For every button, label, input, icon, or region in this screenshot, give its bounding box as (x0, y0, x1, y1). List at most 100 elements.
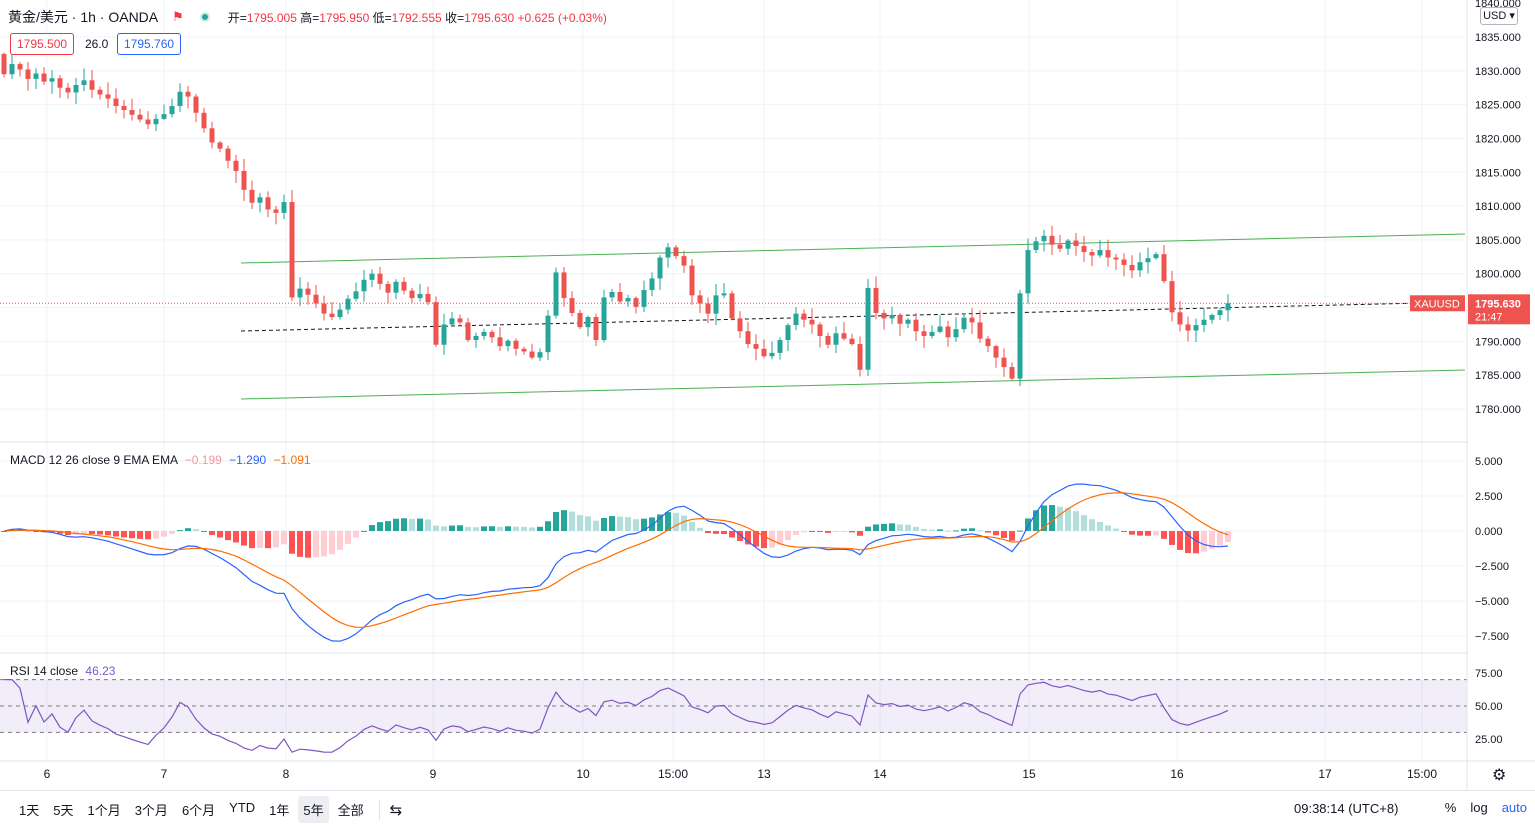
macd-hist-bar (1217, 531, 1223, 546)
timeframe-button[interactable]: 全部 (337, 803, 364, 818)
buy-price-button[interactable]: 1795.760 (117, 33, 182, 55)
candle-body (801, 313, 807, 320)
macd-hist-bar (569, 511, 575, 531)
candle-body (969, 317, 975, 323)
macd-hist-bar (625, 517, 631, 531)
macd-hist-bar (697, 527, 703, 531)
macd-hist-bar (1049, 505, 1055, 531)
price-axis: 1840.000 1835.000 1830.000 1825.000 1820.000… (1410, 0, 1530, 746)
candle-body (689, 265, 695, 296)
time-tick-label: 15:00 (658, 767, 688, 781)
candle-body (929, 331, 935, 336)
timeframe-button[interactable]: 3个月 (134, 803, 168, 818)
log-toggle[interactable]: log (1470, 800, 1488, 815)
macd-pane (1, 483, 1231, 642)
macd-hist-bar (417, 518, 423, 531)
macd-hist-bar (153, 531, 159, 539)
macd-hist-bar (945, 530, 951, 532)
macd-hist-bar (513, 526, 519, 531)
timeframe-button[interactable]: 1天 (19, 803, 40, 818)
macd-hist-bar (1201, 531, 1207, 552)
macd-hist-bar (617, 516, 623, 531)
candle-body (945, 326, 951, 338)
candle-body (321, 303, 327, 314)
candle-body (537, 352, 543, 358)
macd-line-value: −1.290 (229, 453, 267, 467)
compare-range-icon[interactable]: ⇆ (389, 801, 403, 819)
settings-gear-icon[interactable]: ⚙ (1492, 767, 1507, 784)
macd-tick-label: 2.500 (1475, 491, 1503, 503)
macd-legend[interactable]: MACD 12 26 close 9 EMA EMA −0.199 −1.290… (10, 453, 311, 467)
candle-body (1073, 240, 1079, 246)
timeframe-button[interactable]: 1年 (269, 803, 290, 818)
candle-body (185, 91, 191, 97)
symbol-title[interactable]: 黄金/美元 · 1h · OANDA (8, 9, 159, 25)
macd-hist-bar (961, 528, 967, 531)
currency-select[interactable]: USD ▾ (1480, 7, 1518, 25)
candle-body (417, 294, 423, 299)
price-tick-label: 1830.000 (1475, 66, 1521, 78)
candle-body (257, 197, 263, 203)
clock[interactable]: 09:38:14 (UTC+8) (1294, 801, 1399, 816)
candle-body (905, 319, 911, 324)
candle-body (777, 340, 783, 353)
percent-toggle[interactable]: % (1444, 800, 1457, 815)
candle-body (817, 324, 823, 336)
rsi-tick-label: 75.00 (1475, 668, 1503, 680)
candle-body (809, 319, 815, 325)
macd-hist-bar (257, 531, 263, 548)
candle-body (1009, 367, 1015, 379)
candle-body (665, 247, 671, 258)
time-tick-label: 10 (576, 767, 590, 781)
candle-body (721, 293, 727, 296)
timeframe-button[interactable]: 5天 (53, 803, 74, 818)
macd-hist-bar (825, 531, 831, 533)
candle-body (1065, 240, 1071, 249)
candle-body (937, 326, 943, 332)
time-axis: 6 7 8 9 10 15:00 13 14 15 16 17 15:00 (44, 767, 1438, 781)
macd-label: MACD 12 26 close 9 EMA EMA (10, 453, 178, 467)
macd-hist-bar (201, 531, 207, 532)
candle-body (377, 273, 383, 284)
macd-hist-bar (129, 531, 135, 539)
candle-body (1113, 257, 1119, 260)
rsi-line (4, 679, 1229, 753)
timeframe-button[interactable]: 5年 (298, 796, 329, 823)
macd-hist-bar (1025, 518, 1031, 531)
macd-hist-bar (761, 531, 767, 549)
macd-hist-bar (913, 526, 919, 531)
flag-icon[interactable]: ⚑ (172, 9, 184, 24)
macd-hist-bar (81, 531, 87, 534)
candles-layer (1, 52, 1231, 387)
macd-hist-bar (817, 531, 823, 532)
price-tick-label: 1805.000 (1475, 235, 1521, 247)
macd-hist-bar (113, 531, 119, 537)
timeframe-button[interactable]: 6个月 (181, 803, 216, 818)
macd-hist-bar (353, 531, 359, 538)
candle-body (329, 313, 335, 318)
candle-body (313, 294, 319, 304)
macd-hist-bar (137, 531, 143, 539)
candle-body (1081, 245, 1087, 253)
candle-body (465, 322, 471, 341)
candle-body (641, 289, 647, 307)
macd-tick-label: 5.000 (1475, 456, 1503, 468)
auto-toggle[interactable]: auto (1501, 800, 1527, 815)
macd-tick-label: −2.500 (1475, 561, 1509, 573)
macd-hist-bar (169, 531, 175, 534)
candle-body (41, 73, 47, 82)
macd-hist-bar (1137, 531, 1143, 536)
candle-body (33, 73, 39, 79)
macd-hist-bar (497, 526, 503, 531)
macd-hist-bar (521, 526, 527, 531)
timeframe-button[interactable]: YTD (229, 800, 256, 815)
timeframe-button[interactable]: 1个月 (87, 803, 121, 818)
sell-price-button[interactable]: 1795.500 (10, 33, 75, 55)
time-tick-label: 9 (430, 767, 437, 781)
candle-body (249, 189, 255, 203)
candle-body (857, 344, 863, 370)
candle-body (1185, 324, 1191, 331)
rsi-legend[interactable]: RSI 14 close 46.23 (10, 664, 115, 678)
macd-hist-bar (1081, 515, 1087, 531)
